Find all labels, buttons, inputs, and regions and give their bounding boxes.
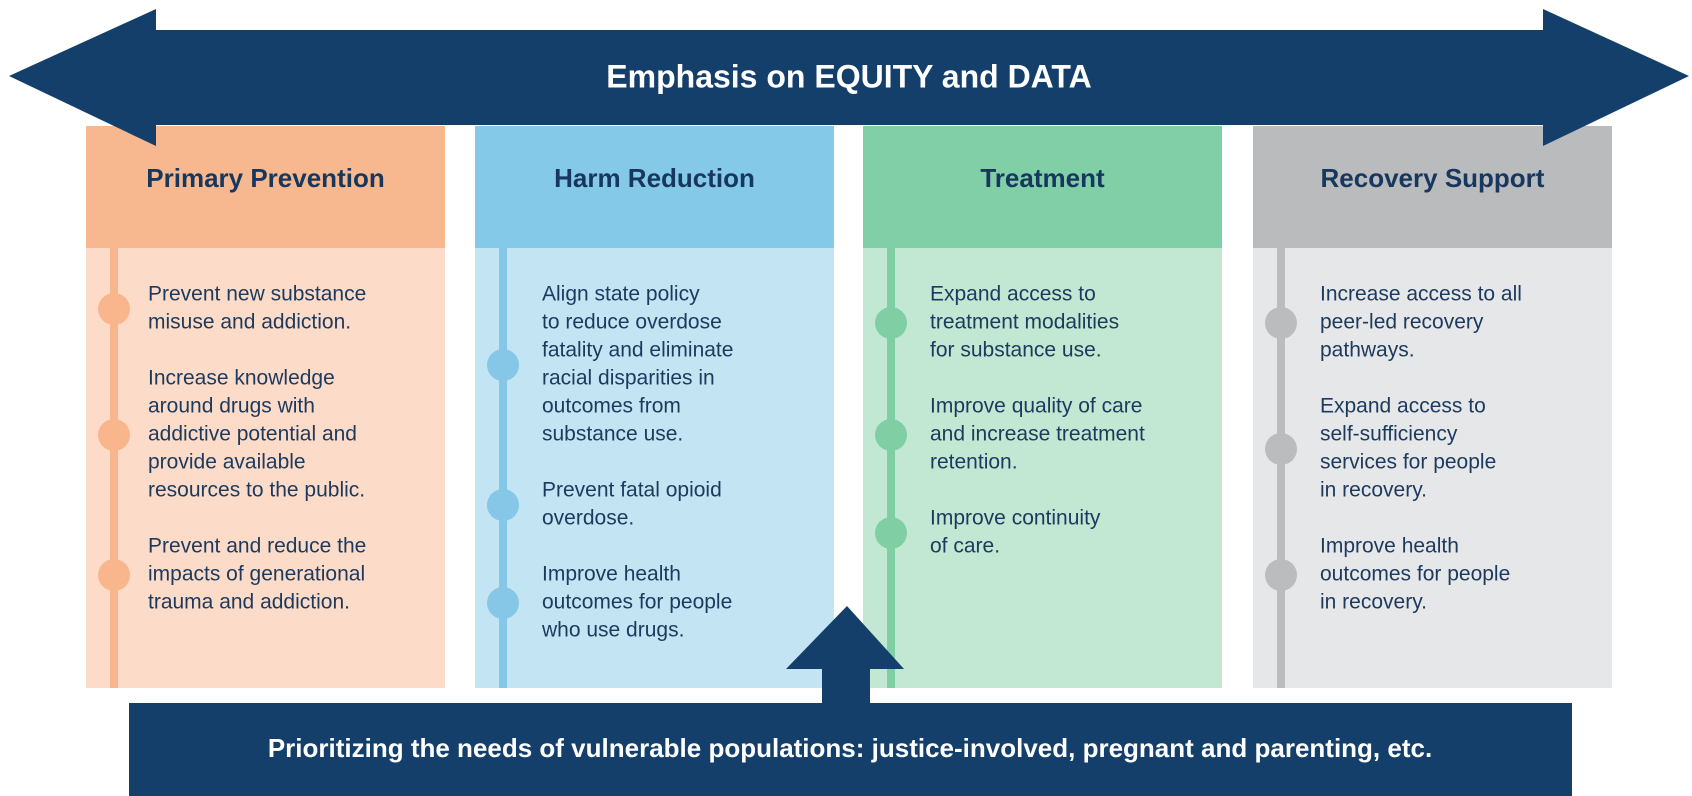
item-text: Improve health — [1320, 535, 1459, 558]
column-title: Recovery Support — [1321, 163, 1545, 193]
item-text: addictive potential and — [148, 423, 357, 446]
timeline — [887, 248, 895, 688]
bullet-dot — [875, 419, 907, 451]
item-text: misuse and addiction. — [148, 311, 351, 334]
item-text: overdose. — [542, 507, 634, 530]
item-text: pathways. — [1320, 339, 1415, 362]
item-text: Improve continuity — [930, 507, 1101, 530]
bullet-dot — [875, 307, 907, 339]
column-body — [863, 248, 1222, 688]
item-text: trauma and addiction. — [148, 591, 350, 614]
bullet-dot — [98, 559, 130, 591]
bullet-dot — [1265, 307, 1297, 339]
item-text: Increase access to all — [1320, 283, 1522, 306]
item-text: impacts of generational — [148, 563, 365, 586]
item-text: of care. — [930, 535, 1000, 558]
item-text: Prevent fatal opioid — [542, 479, 722, 502]
item-text: resources to the public. — [148, 479, 365, 502]
bullet-dot — [98, 419, 130, 451]
item-text: Prevent and reduce the — [148, 535, 366, 558]
bullet-dot — [487, 489, 519, 521]
item-text: substance use. — [542, 423, 683, 446]
item-text: treatment modalities — [930, 311, 1119, 334]
column-title: Primary Prevention — [146, 163, 384, 193]
bullet-dot — [1265, 433, 1297, 465]
column-title: Treatment — [980, 163, 1105, 193]
column-header — [86, 126, 445, 248]
item-text: outcomes for people — [542, 591, 732, 614]
item-text: provide available — [148, 451, 306, 474]
item-text: for substance use. — [930, 339, 1102, 362]
item-text: Align state policy — [542, 283, 700, 306]
column-header — [475, 126, 834, 248]
item-text: racial disparities in — [542, 367, 715, 390]
columns: Primary Prevention Prevent new substance m… — [86, 126, 1612, 688]
column-body — [1253, 248, 1612, 688]
timeline — [1277, 248, 1285, 688]
equity-arrow — [9, 9, 1689, 146]
bullet-dot — [1265, 559, 1297, 591]
item-text: fatality and eliminate — [542, 339, 733, 362]
item-text: and increase treatment — [930, 423, 1145, 446]
item-text: Expand access to — [1320, 395, 1486, 418]
item-text: Improve health — [542, 563, 681, 586]
item-text: in recovery. — [1320, 591, 1427, 614]
timeline — [110, 248, 118, 688]
bullet-dot — [487, 587, 519, 619]
item-text: who use drugs. — [541, 619, 684, 642]
item-text: retention. — [930, 451, 1018, 474]
item-text: outcomes from — [542, 395, 681, 418]
item-text: Expand access to — [930, 283, 1096, 306]
up-arrow — [786, 606, 904, 705]
item-text: services for people — [1320, 451, 1496, 474]
column-body — [86, 248, 445, 688]
column-title: Harm Reduction — [554, 163, 755, 193]
bullet-dot — [875, 517, 907, 549]
item-text: Prevent new substance — [148, 283, 366, 306]
item-text: peer-led recovery — [1320, 311, 1484, 334]
item-text: to reduce overdose — [542, 311, 722, 334]
timeline — [499, 248, 507, 688]
column-header — [1253, 126, 1612, 248]
banner-title: Emphasis on EQUITY and DATA — [606, 58, 1091, 94]
item-text: self-sufficiency — [1320, 423, 1458, 446]
footer-band — [129, 703, 1572, 796]
bullet-dot — [98, 293, 130, 325]
column-body — [475, 248, 834, 688]
bullet-dot — [487, 349, 519, 381]
column-header — [863, 126, 1222, 248]
item-text: Increase knowledge — [148, 367, 335, 390]
item-text: Improve quality of care — [930, 395, 1142, 418]
item-text: outcomes for people — [1320, 563, 1510, 586]
item-text: around drugs with — [148, 395, 315, 418]
footer-title: Prioritizing the needs of vulnerable pop… — [268, 733, 1432, 763]
item-text: in recovery. — [1320, 479, 1427, 502]
